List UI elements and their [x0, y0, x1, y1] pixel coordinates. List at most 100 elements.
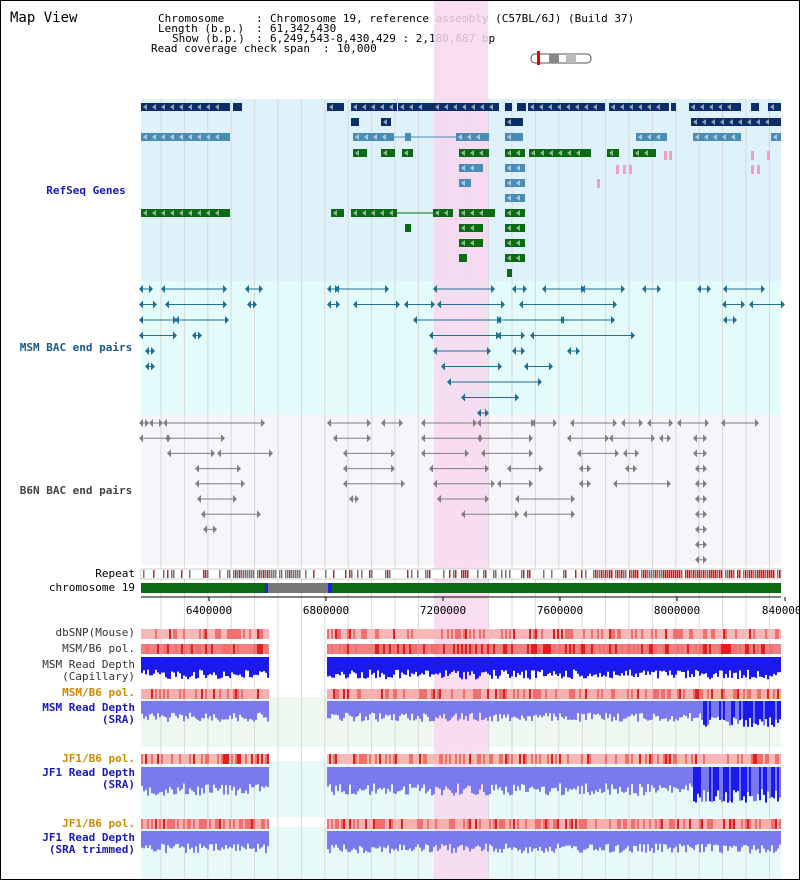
polymorphism-cell — [421, 819, 423, 829]
read-depth-bar — [551, 831, 553, 851]
polymorphism-cell — [753, 644, 755, 654]
read-depth-bar — [377, 657, 379, 671]
repeat-element — [227, 570, 229, 578]
read-depth-bar — [229, 767, 231, 786]
read-depth-bar — [673, 657, 675, 678]
bac-end-marker — [549, 362, 553, 371]
bac-end-marker — [149, 285, 153, 293]
repeat-element — [461, 570, 463, 578]
bac-end-marker — [707, 285, 711, 293]
polymorphism-cell — [465, 819, 467, 829]
repeat-element — [203, 570, 205, 578]
polymorphism-cell — [225, 819, 227, 829]
read-depth-bar — [529, 657, 531, 680]
polymorphism-cell — [243, 689, 245, 699]
polymorphism-cell — [457, 689, 459, 699]
polymorphism-cell — [775, 754, 777, 764]
polymorphism-cell — [249, 819, 251, 829]
read-depth-bar — [411, 831, 413, 852]
polymorphism-cell — [459, 819, 461, 829]
polymorphism-cell — [517, 644, 519, 654]
polymorphism-cell — [593, 644, 595, 654]
read-depth-bar — [671, 701, 673, 717]
read-depth-bar — [187, 767, 189, 795]
polymorphism-cell — [405, 629, 407, 639]
read-depth-bar — [575, 701, 577, 721]
read-depth-bar — [513, 831, 515, 848]
polymorphism-cell — [601, 689, 603, 699]
read-depth-bar — [709, 767, 711, 802]
polymorphism-cell — [193, 644, 195, 654]
read-depth-bar — [549, 767, 551, 792]
read-depth-bar — [339, 831, 341, 851]
bac-end-marker — [515, 510, 519, 519]
gene-strand-arrow — [206, 210, 210, 216]
polymorphism-cell — [645, 629, 647, 639]
polymorphism-cell — [761, 644, 763, 654]
polymorphism-cell — [153, 689, 155, 699]
gene-strand-arrow — [507, 240, 511, 246]
read-depth-bar — [223, 767, 225, 795]
read-depth-bar — [771, 831, 773, 846]
read-depth-bar — [737, 831, 739, 852]
polymorphism-cell — [707, 754, 709, 764]
bac-end-marker — [225, 316, 229, 324]
polymorphism-cell — [687, 689, 689, 699]
polymorphism-cell — [141, 644, 143, 654]
read-depth-bar — [643, 701, 645, 719]
read-depth-bar — [773, 657, 775, 674]
read-depth-bar — [651, 657, 653, 672]
polymorphism-cell — [755, 754, 757, 764]
read-depth-bar — [389, 657, 391, 678]
gene-exon — [505, 118, 523, 126]
polymorphism-cell — [749, 689, 751, 699]
repeat-element — [731, 570, 733, 578]
read-depth-bar — [159, 701, 161, 718]
gene-exon — [405, 224, 411, 232]
polymorphism-cell — [351, 754, 353, 764]
polymorphism-cell — [711, 644, 713, 654]
read-depth-bar — [769, 657, 771, 676]
read-depth-bar — [725, 701, 727, 722]
read-depth-bar — [763, 767, 765, 795]
polymorphism-cell — [503, 754, 505, 764]
polymorphism-cell — [559, 819, 561, 829]
gene-strand-arrow — [709, 104, 713, 110]
polymorphism-cell — [185, 754, 187, 764]
polymorphism-cell — [511, 689, 513, 699]
gene-strand-arrow — [380, 210, 384, 216]
polymorphism-cell — [161, 644, 163, 654]
read-depth-bar — [679, 831, 681, 845]
read-depth-bar — [639, 831, 641, 844]
bac-end-marker — [441, 362, 445, 371]
read-depth-bar — [167, 701, 169, 722]
polymorphism-cell — [757, 629, 759, 639]
read-depth-bar — [441, 767, 443, 796]
read-depth-bar — [365, 831, 367, 851]
bac-end-marker — [613, 300, 617, 309]
gene-fragment — [757, 165, 760, 174]
polymorphism-cell — [613, 754, 615, 764]
polymorphism-cell — [751, 629, 753, 639]
bac-end-marker — [485, 409, 489, 417]
gene-exon — [507, 269, 512, 277]
polymorphism-cell — [525, 629, 527, 639]
repeat-element — [713, 570, 715, 578]
bac-end-marker — [335, 285, 339, 293]
read-depth-bar — [365, 657, 367, 679]
polymorphism-cell — [653, 689, 655, 699]
polymorphism-cell — [433, 629, 435, 639]
polymorphism-cell — [677, 689, 679, 699]
read-depth-bar — [727, 701, 729, 722]
gene-exon — [331, 209, 344, 217]
polymorphism-cell — [459, 644, 461, 654]
read-depth-bar — [691, 701, 693, 722]
read-depth-bar — [403, 831, 405, 846]
read-depth-bar — [215, 767, 217, 789]
read-depth-bar — [551, 701, 553, 721]
read-depth-bar — [233, 701, 235, 714]
read-depth-bar — [401, 767, 403, 790]
polymorphism-cell — [737, 819, 739, 829]
polymorphism-cell — [409, 689, 411, 699]
